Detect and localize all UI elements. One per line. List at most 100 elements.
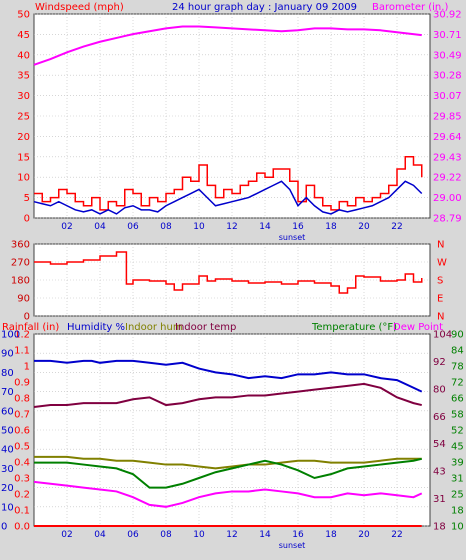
direction-tick-label: 360 [11,240,30,251]
barometer-tick-label: 29.00 [433,193,462,204]
barometer-tick-label: 28.79 [433,214,462,225]
humidity-tick-label: 70 [1,387,14,398]
x-tick-label: 20 [358,530,370,540]
temperature-tick-label: 31 [451,474,464,485]
rainfall-tick-label: 1.2 [14,330,30,341]
barometer-tick-label: 30.28 [433,71,462,82]
indoor-temp-tick-label: 18 [433,522,446,533]
rainfall-tick-label: 0.6 [14,426,30,437]
dew-point-axis-label: Dew Point [393,322,443,333]
compass-tick-label: N [437,312,444,323]
wind-direction-series [34,251,423,294]
compass-tick-label: N [437,240,444,251]
windspeed-tick-label: 10 [17,173,30,184]
x-tick-label: 18 [325,222,337,232]
temperature-tick-label: 39 [451,458,464,469]
windspeed-tick-label: 15 [17,152,30,163]
indoor-temp-axis-label: Indoor temp [175,322,236,333]
x-tick-label: 04 [94,222,106,232]
x-tick-label: 04 [94,530,106,540]
indoor-temp-series [33,382,422,408]
temperature-tick-label: 84 [451,346,464,357]
windspeed-tick-label: 50 [17,10,30,21]
compass-tick-label: S [437,276,443,287]
barometer-series [33,25,422,66]
temperature-tick-label: 58 [451,410,464,421]
rainfall-tick-label: 0.2 [14,490,30,501]
rainfall-tick-label: 1.1 [14,346,30,357]
direction-tick-label: 270 [11,258,30,269]
humidity-tick-label: 10 [1,502,14,513]
x-tick-label: 22 [391,530,402,540]
humidity-tick-label: 0 [1,522,7,533]
rainfall-tick-label: 0.9 [14,378,30,389]
windspeed-tick-label: 5 [24,193,30,204]
direction-tick-label: 180 [11,276,30,287]
rainfall-tick-label: 0.5 [14,442,30,453]
x-tick-label: 16 [292,530,304,540]
indoor-temp-tick-label: 54 [433,439,446,450]
humidity-tick-label: 60 [1,406,14,417]
temperature-tick-label: 18 [451,506,464,517]
humidity-axis-label: Humidity % [67,322,125,333]
indoor-temp-tick-label: 92 [433,357,446,368]
indoor-hum-axis-label: Indoor hum [125,322,183,333]
humidity-tick-label: 90 [1,349,14,360]
x-tick-label: 18 [325,530,337,540]
rainfall-tick-label: 1 [24,362,30,373]
temperature-tick-label: 66 [451,394,464,405]
barometer-tick-label: 29.85 [433,112,462,123]
compass-tick-label: W [437,258,447,269]
indoor-temp-tick-label: 80 [433,384,446,395]
chart-title: 24 hour graph day : January 09 2009 [172,2,357,13]
windspeed-tick-label: 0 [24,214,30,225]
barometer-tick-label: 29.22 [433,173,462,184]
barometer-tick-label: 30.07 [433,91,462,102]
rainfall-tick-label: 0.3 [14,474,30,485]
sunset-label-bottom: sunset [279,541,306,550]
windspeed-tick-label: 30 [17,91,30,102]
humidity-tick-label: 50 [1,426,14,437]
x-tick-label: 08 [160,222,172,232]
x-tick-label: 06 [127,222,139,232]
dew-point-series [33,480,423,508]
temperature-tick-label: 72 [451,378,464,389]
barometer-tick-label: 29.64 [433,132,462,143]
x-tick-label: 22 [391,222,402,232]
x-tick-label: 20 [358,222,370,232]
windspeed-tick-label: 20 [17,132,30,143]
temperature-axis-label: Temperature (°F) [311,322,397,333]
x-tick-label: 06 [127,530,139,540]
humidity-tick-label: 40 [1,445,14,456]
wind-avg-series [33,180,423,215]
barometer-axis-label: Barometer (in.) [372,2,448,13]
x-tick-label: 08 [160,530,172,540]
x-tick-label: 14 [259,222,271,232]
x-tick-label: 02 [61,530,72,540]
x-tick-label: 02 [61,222,72,232]
humidity-tick-label: 100 [1,330,20,341]
indoor-hum-series [34,455,422,470]
windspeed-tick-label: 40 [17,50,30,61]
direction-tick-label: 0 [24,312,30,323]
x-tick-label: 12 [226,222,237,232]
rainfall-tick-label: 0.7 [14,410,30,421]
indoor-temp-tick-label: 31 [433,494,446,505]
barometer-tick-label: 30.71 [433,30,462,41]
windspeed-tick-label: 35 [17,71,30,82]
indoor-temp-tick-label: 66 [433,412,446,423]
rainfall-tick-label: 0.4 [14,458,30,469]
windspeed-axis-label: Windspeed (mph) [35,2,124,13]
x-tick-label: 10 [193,222,205,232]
temperature-tick-label: 90 [451,330,464,341]
humidity-tick-label: 30 [1,464,14,475]
compass-tick-label: E [437,294,443,305]
indoor-temp-tick-label: 104 [433,330,452,341]
windspeed-tick-label: 45 [17,30,30,41]
rainfall-tick-label: 0.1 [14,506,30,517]
sunset-label-top: sunset [279,233,306,242]
x-tick-label: 14 [259,530,271,540]
temperature-tick-label: 52 [451,426,464,437]
temperature-tick-label: 10 [451,522,464,533]
